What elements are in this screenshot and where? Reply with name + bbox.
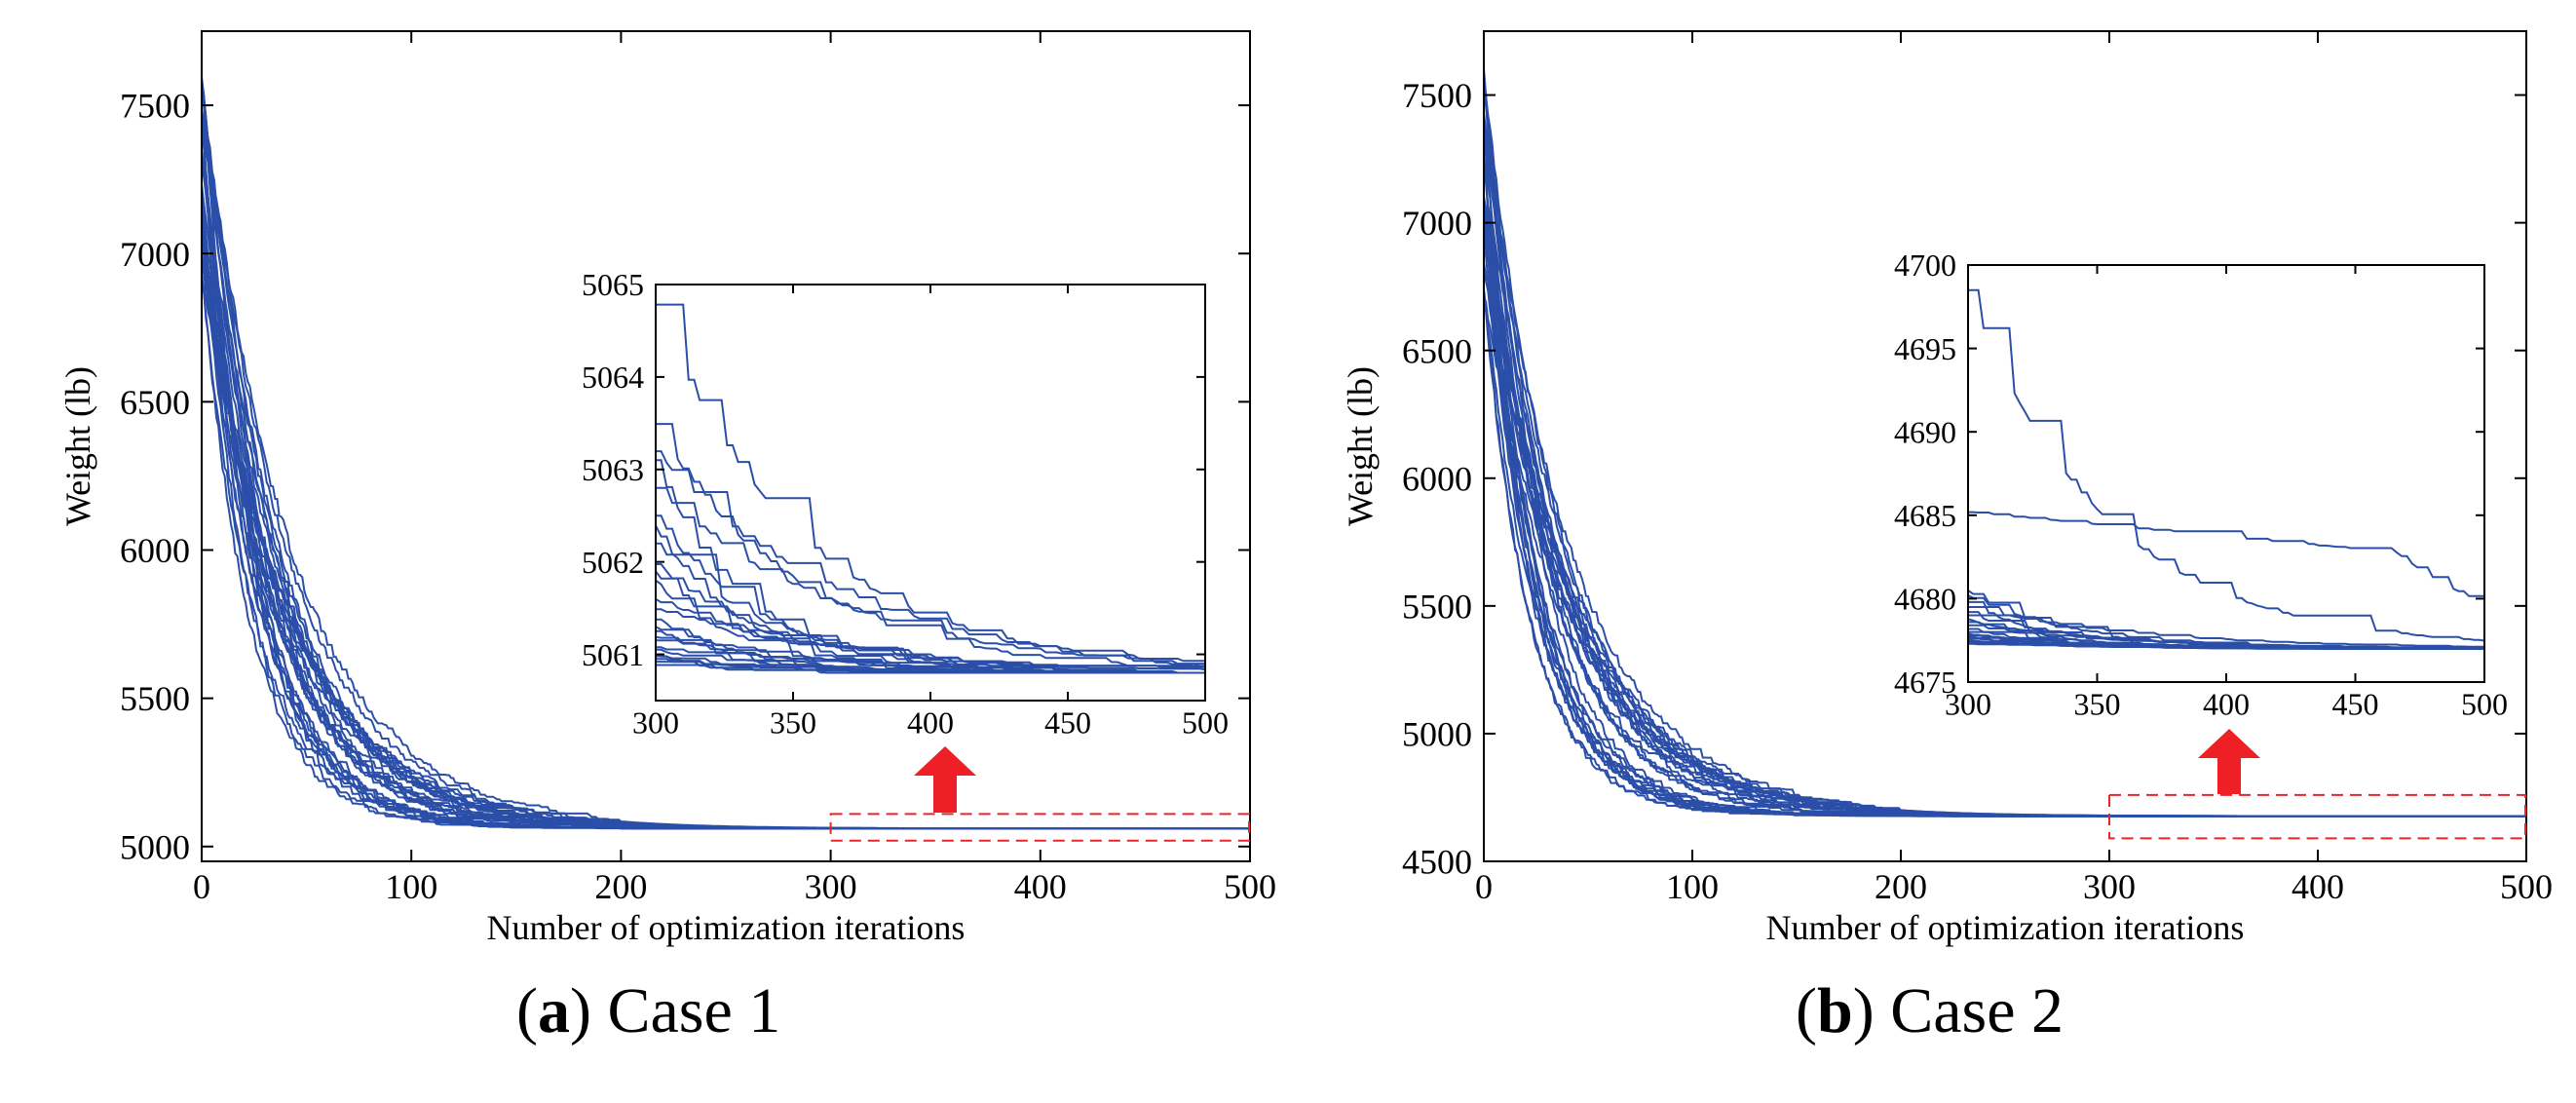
caption-a-letter: a [537,975,570,1046]
case1-series-group [202,76,1250,830]
case2-zoom-box [2108,793,2526,840]
case2-inset-bg [1968,265,2484,682]
up-arrow-icon [2198,729,2260,794]
case2-main-ytick-label: 6000 [1402,459,1472,498]
case1-main-ytick-label: 7000 [120,235,190,274]
case1-inset-xtick-label: 300 [632,705,679,741]
case1-inset-xtick-label: 500 [1182,705,1229,741]
case1-main-ytick-label: 7500 [120,87,190,126]
case2-inset-ytick-label: 4685 [1894,498,1956,533]
case2-main-xtick-label: 400 [2292,867,2344,906]
case1-inset-series-group [656,303,1205,674]
case2-main-xtick-label: 100 [1666,867,1719,906]
case2-inset-series-line [1968,511,2484,597]
case1-main-ytick-label: 6000 [120,531,190,570]
case2-main-ytick-label: 5000 [1402,715,1472,754]
case2-inset-ytick-label: 4700 [1894,247,1956,283]
case2-inset-ytick-label: 4675 [1894,665,1956,700]
case2-main-xtick-label: 200 [1875,867,1927,906]
case1-inset-xtick-label: 450 [1044,705,1091,741]
case1-main-xtick-label: 400 [1014,867,1067,906]
case2-inset-ytick-label: 4695 [1894,331,1956,366]
case1-main-ytick-label: 6500 [120,383,190,422]
case2-main-xtick-label: 500 [2500,867,2553,906]
case2-inset-ytick-label: 4690 [1894,414,1956,449]
case1-series-line [202,213,1250,830]
up-arrow-icon [914,746,976,813]
case1-inset-series-line [656,423,1205,667]
case2-inset-xtick-label: 400 [2203,687,2250,722]
case1-inset-xtick-label: 400 [907,705,954,741]
chart-case2: 0 100 200 300 400 500 4500 5000 5500 6000 6500 7000… [1341,30,2553,947]
case1-inset-series-line [656,450,1205,663]
caption-a-text: Case 1 [607,975,781,1046]
caption-b: (b) Case 2 [1796,975,2064,1046]
case1-inset-ytick-label: 5064 [582,360,644,395]
case1-inset-ytick-label: 5063 [582,452,644,487]
case2-main-ytick-label: 7500 [1402,76,1472,115]
case2-series-line [1484,166,2526,818]
case2-ylabel: Weight (lb) [1341,366,1380,526]
case1-inset-xtick-label: 350 [770,705,816,741]
caption-b-letter: b [1816,975,1853,1046]
case1-inset-series-line [656,608,1205,671]
case2-inset-series-line [1968,288,2484,642]
case2-main-xtick-label: 0 [1475,867,1493,906]
case2-main-ytick-label: 6500 [1402,331,1472,370]
case2-inset-ytick-label: 4680 [1894,582,1956,617]
case2-main-ytick-label: 4500 [1402,843,1472,882]
case1-inset-series-line [656,598,1205,668]
case1-inset-ytick-label: 5062 [582,545,644,580]
case1-inset-ytick-label: 5061 [582,637,644,672]
caption-b-text: Case 2 [1890,975,2064,1046]
case1-ylabel: Weight (lb) [58,366,97,526]
case1-main-frame [201,30,1251,862]
case2-inset-series-line [1968,642,2484,650]
case1-inset-series-line [656,664,1205,674]
case1-xlabel: Number of optimization iterations [487,908,966,947]
case1-main-xtick-label: 500 [1224,867,1276,906]
case1-main-xtick-label: 100 [385,867,437,906]
case1-main-ytick-label: 5500 [120,679,190,718]
case1-main-xtick-label: 300 [805,867,857,906]
case2-main-ytick-label: 5500 [1402,587,1472,626]
case1-inset-series-line [656,486,1205,666]
case1-main-xtick-label: 200 [594,867,647,906]
case2-inset-xtick-label: 350 [2074,687,2121,722]
case2-inset-series-group [1968,288,2484,650]
chart-case1: 0 100 200 300 400 500 5000 5500 6000 6500 7000 7500… [58,30,1276,947]
case1-inset-bg [656,285,1205,701]
case1-main-ytick-label: 5000 [120,827,190,866]
case1-zoom-box [829,813,1250,842]
case2-inset-xtick-label: 500 [2461,687,2508,722]
case2-main-xtick-label: 300 [2083,867,2136,906]
case2-xlabel: Number of optimization iterations [1766,908,2245,947]
caption-a: (a) Case 1 [516,975,781,1046]
case2-main-ytick-label: 7000 [1402,204,1472,243]
case2-main-frame [1483,30,2527,862]
case2-inset-series-line [1968,606,2484,648]
case1-inset-series-line [656,639,1205,674]
case2-inset-xtick-label: 300 [1945,687,1991,722]
case1-main-xtick-label: 0 [193,867,210,906]
case1-inset-ytick-label: 5065 [582,267,644,302]
case2-inset-xtick-label: 450 [2332,687,2379,722]
case2-series-group [1484,68,2526,818]
